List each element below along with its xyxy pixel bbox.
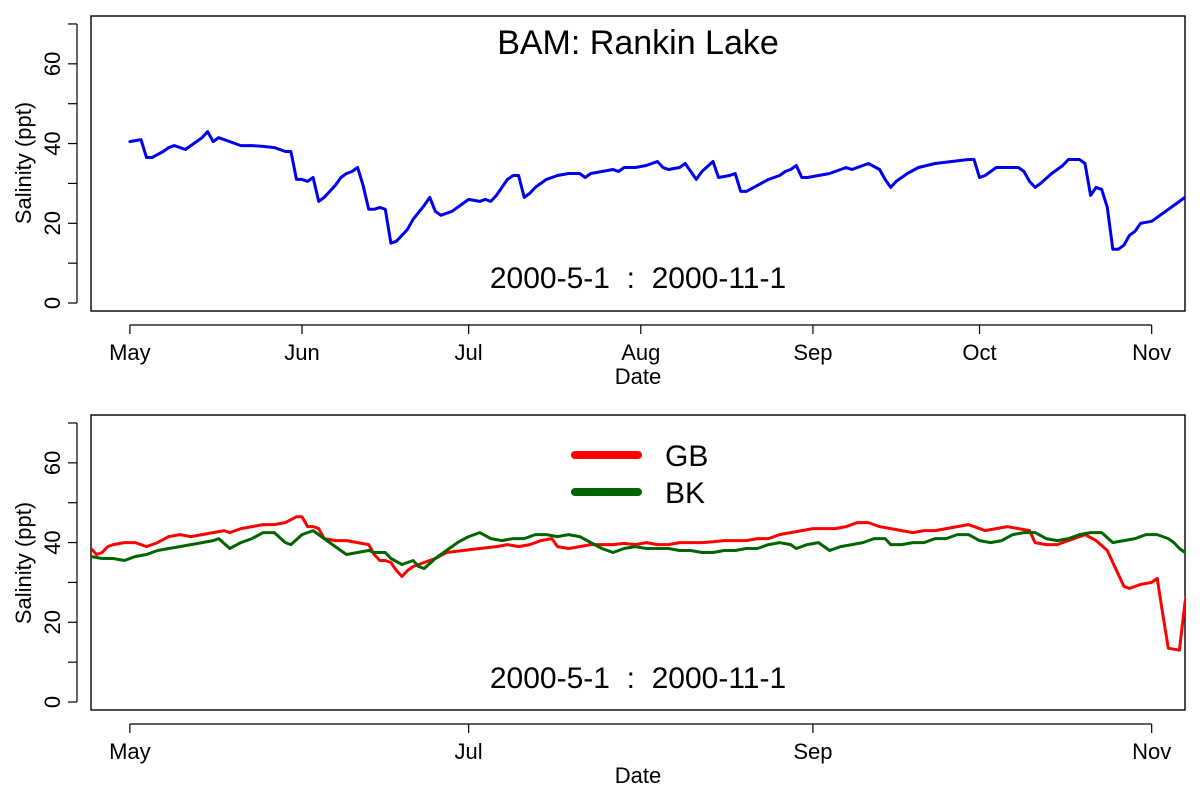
top-plot-frame [90, 15, 1186, 312]
top-date-range-label: 2000-5-1 : 2000-11-1 [490, 262, 786, 295]
bottom-x-tick-label-may: May [109, 739, 151, 764]
top-y-tick-label: 60 [40, 52, 65, 76]
legend: GB BK [571, 440, 708, 510]
legend-label-bk: BK [665, 477, 705, 510]
bottom-x-axis: May Jul Sep Nov [109, 723, 1171, 764]
top-panel: 0 20 40 60 May Jun Jul Aug Sep Oct Nov BAM: Ranki… [11, 15, 1186, 389]
bottom-x-tick-label-nov: Nov [1132, 739, 1171, 764]
top-series-group [128, 130, 1185, 251]
top-y-axis: 0 20 40 60 [40, 23, 78, 309]
bottom-series-group [91, 515, 1185, 652]
bottom-panel: 0 20 40 60 May Jul Sep Nov GB BK 2000-5-1 : 20… [11, 414, 1186, 788]
bottom-x-axis-title: Date [615, 763, 661, 788]
bottom-y-tick-label: 20 [40, 610, 65, 634]
top-x-tick-label-jul: Jul [455, 340, 483, 365]
top-x-axis: May Jun Jul Aug Sep Oct Nov [109, 324, 1171, 365]
top-y-axis-title: Salinity (ppt) [11, 102, 36, 224]
bottom-date-range-label: 2000-5-1 : 2000-11-1 [490, 662, 786, 695]
top-series-line-salinity [128, 130, 1185, 251]
bottom-x-tick-label-jul: Jul [455, 739, 483, 764]
top-y-tick-label: 40 [40, 131, 65, 155]
top-x-tick-label-jun: Jun [284, 340, 319, 365]
legend-label-gb: GB [665, 440, 708, 473]
bottom-x-tick-label-sep: Sep [793, 739, 832, 764]
top-x-tick-label-aug: Aug [621, 340, 660, 365]
top-x-axis-title: Date [615, 364, 661, 389]
top-y-tick-label: 20 [40, 211, 65, 235]
top-x-tick-label-may: May [109, 340, 151, 365]
top-x-tick-label-nov: Nov [1132, 340, 1171, 365]
top-y-tick-label: 0 [40, 297, 65, 309]
bottom-y-tick-label: 0 [40, 696, 65, 708]
bottom-y-tick-label: 60 [40, 451, 65, 475]
bottom-y-tick-label: 40 [40, 530, 65, 554]
bottom-plot-frame [90, 414, 1186, 711]
bottom-series-line-bk [91, 529, 1185, 570]
bottom-series-line-gb [91, 515, 1185, 652]
bottom-y-axis-title: Salinity (ppt) [11, 502, 36, 624]
top-x-tick-label-sep: Sep [793, 340, 832, 365]
chart-title: BAM: Rankin Lake [497, 24, 779, 62]
bottom-y-axis: 0 20 40 60 [40, 422, 78, 708]
top-x-tick-label-oct: Oct [962, 340, 996, 365]
